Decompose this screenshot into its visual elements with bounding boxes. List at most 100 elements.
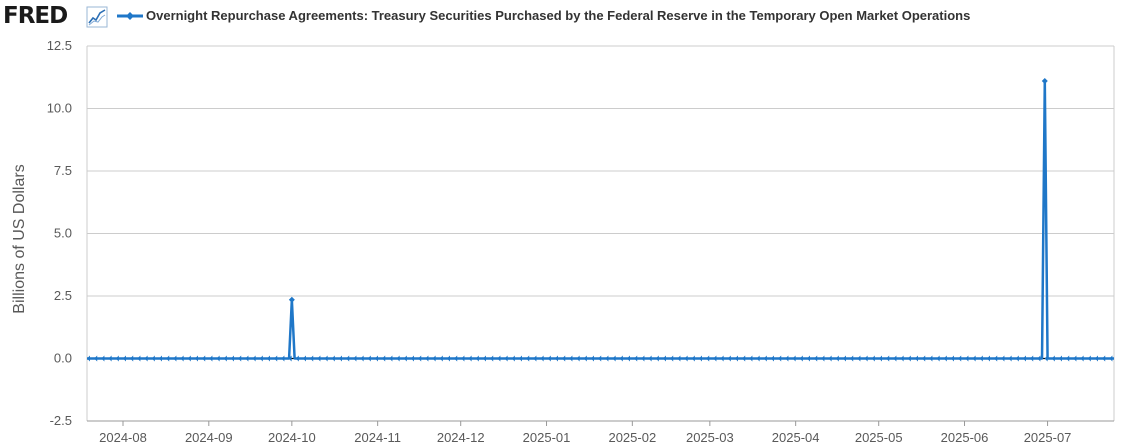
baseline-marker — [583, 355, 587, 362]
baseline-marker — [94, 355, 98, 362]
x-tick-label: 2024-08 — [99, 430, 147, 445]
baseline-marker — [195, 355, 199, 362]
baseline-marker — [202, 355, 206, 362]
x-tick-label: 2025-06 — [941, 430, 989, 445]
baseline-marker — [540, 355, 544, 362]
baseline-marker — [115, 355, 119, 362]
baseline-marker — [706, 355, 710, 362]
baseline-marker — [346, 355, 350, 362]
baseline-marker — [209, 355, 213, 362]
baseline-marker — [799, 355, 803, 362]
baseline-marker — [310, 355, 314, 362]
baseline-marker — [137, 355, 141, 362]
baseline-marker — [965, 355, 969, 362]
baseline-marker — [439, 355, 443, 362]
x-tick-label: 2025-03 — [686, 430, 734, 445]
baseline-marker — [432, 355, 436, 362]
baseline-marker — [562, 355, 566, 362]
baseline-marker — [857, 355, 861, 362]
baseline-marker — [245, 355, 249, 362]
baseline-marker — [915, 355, 919, 362]
baseline-marker — [619, 355, 623, 362]
y-axis-label: Billions of US Dollars — [11, 164, 28, 313]
baseline-marker — [879, 355, 883, 362]
baseline-marker — [123, 355, 127, 362]
y-tick-label: -2.5 — [50, 413, 72, 428]
y-tick-label: 5.0 — [54, 226, 72, 241]
baseline-marker — [454, 355, 458, 362]
y-tick-labels: -2.5 0.0 2.5 5.0 7.5 10.0 12.5 — [47, 38, 72, 428]
baseline-marker — [1008, 355, 1012, 362]
baseline-marker — [231, 355, 235, 362]
baseline-marker — [598, 355, 602, 362]
baseline-marker — [360, 355, 364, 362]
baseline-marker — [655, 355, 659, 362]
baseline-marker — [375, 355, 379, 362]
chart-title: Overnight Repurchase Agreements: Treasur… — [146, 8, 971, 23]
baseline-marker — [670, 355, 674, 362]
baseline-marker — [504, 355, 508, 362]
baseline-marker — [958, 355, 962, 362]
x-tick-label: 2025-04 — [772, 430, 820, 445]
baseline-marker — [785, 355, 789, 362]
baseline-marker — [1066, 355, 1070, 362]
baseline-marker — [447, 355, 451, 362]
baseline-marker — [569, 355, 573, 362]
baseline-marker — [742, 355, 746, 362]
baseline-marker — [807, 355, 811, 362]
baseline-marker — [1080, 355, 1084, 362]
baseline-marker — [778, 355, 782, 362]
baseline-marker — [281, 355, 285, 362]
grid-lines — [86, 45, 1115, 422]
fred-logo[interactable]: FRED — [3, 3, 68, 29]
baseline-marker — [295, 355, 299, 362]
baseline-marker — [691, 355, 695, 362]
baseline-marker — [274, 355, 278, 362]
chart-header: FRED Overnight Repurchase Agreements: Tr… — [0, 0, 1122, 34]
baseline-marker — [648, 355, 652, 362]
x-tick-label: 2025-02 — [608, 430, 656, 445]
baseline-marker — [216, 355, 220, 362]
series-line — [87, 79, 1114, 360]
baseline-marker — [1044, 355, 1048, 362]
series-layer — [87, 79, 1114, 360]
baseline-marker — [1015, 355, 1019, 362]
baseline-marker — [576, 355, 580, 362]
baseline-marker — [900, 355, 904, 362]
baseline-marker — [843, 355, 847, 362]
baseline-marker — [461, 355, 465, 362]
baseline-marker — [886, 355, 890, 362]
baseline-marker — [353, 355, 357, 362]
baseline-marker — [425, 355, 429, 362]
baseline-marker — [771, 355, 775, 362]
baseline-marker — [339, 355, 343, 362]
baseline-marker — [821, 355, 825, 362]
marker-layer — [87, 78, 1113, 362]
baseline-marker — [159, 355, 163, 362]
baseline-marker — [936, 355, 940, 362]
baseline-marker — [555, 355, 559, 362]
baseline-marker — [591, 355, 595, 362]
baseline-marker — [511, 355, 515, 362]
baseline-marker — [418, 355, 422, 362]
baseline-marker — [490, 355, 494, 362]
baseline-marker — [1030, 355, 1034, 362]
baseline-marker — [1051, 355, 1055, 362]
y-tick-label: 12.5 — [47, 38, 72, 53]
baseline-marker — [871, 355, 875, 362]
baseline-marker — [907, 355, 911, 362]
baseline-marker — [324, 355, 328, 362]
y-tick-label: 0.0 — [54, 351, 72, 366]
baseline-marker — [1059, 355, 1063, 362]
baseline-marker — [749, 355, 753, 362]
baseline-marker — [1095, 355, 1099, 362]
line-chart-icon — [86, 6, 108, 28]
baseline-marker — [403, 355, 407, 362]
baseline-marker — [663, 355, 667, 362]
baseline-marker — [223, 355, 227, 362]
baseline-marker — [144, 355, 148, 362]
y-tick-label: 10.0 — [47, 101, 72, 116]
baseline-marker — [612, 355, 616, 362]
baseline-marker — [483, 355, 487, 362]
baseline-marker — [1023, 355, 1027, 362]
